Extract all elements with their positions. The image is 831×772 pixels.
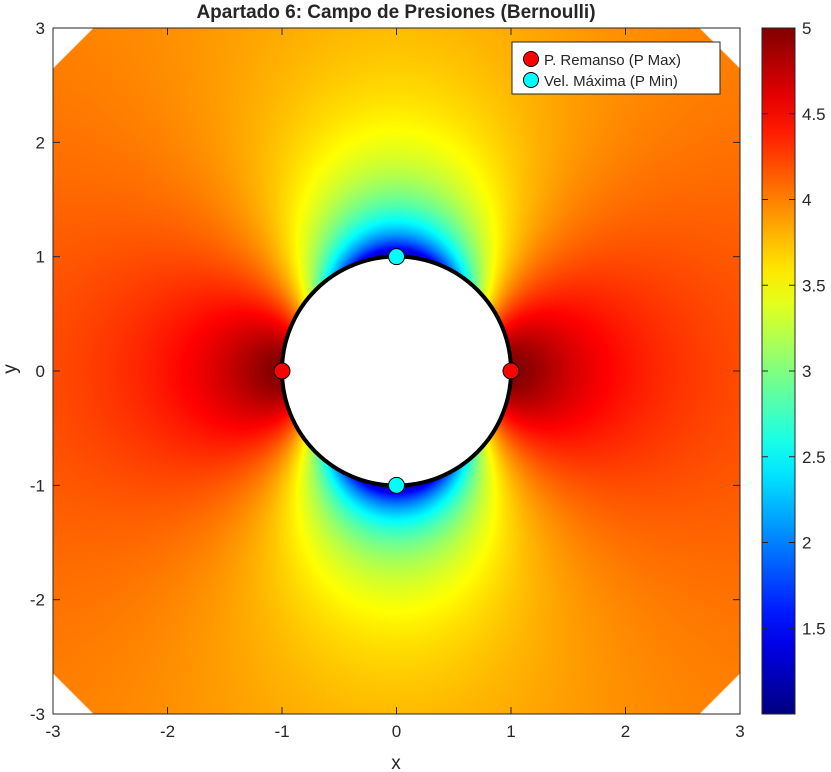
colorbar-tick-label: 3.5 bbox=[802, 276, 826, 295]
stagnation-point-marker bbox=[502, 362, 520, 380]
y-tick-label: 2 bbox=[36, 133, 45, 152]
y-tick-label: 1 bbox=[36, 248, 45, 267]
y-axis-ticks: -3 -2 -1 0 1 2 3 bbox=[30, 19, 740, 724]
colorbar-tick-label: 2 bbox=[802, 534, 811, 553]
y-tick-label: 3 bbox=[36, 19, 45, 38]
legend-label-stagnation: P. Remanso (P Max) bbox=[544, 52, 681, 69]
colorbar-tick-label: 5 bbox=[802, 19, 811, 38]
x-tick-label: 3 bbox=[735, 722, 744, 741]
legend-marker-stagnation bbox=[523, 51, 539, 67]
colorbar-tick-label: 4 bbox=[802, 191, 811, 210]
colorbar-tick-label: 1.5 bbox=[802, 619, 826, 638]
plot-area: -3 -2 -1 0 1 2 3 -3 -2 -1 0 1 2 3 bbox=[30, 19, 745, 741]
chart-title: Apartado 6: Campo de Presiones (Bernoull… bbox=[196, 2, 595, 23]
marker-layer bbox=[273, 248, 520, 494]
colorbar: 1.5 2 2.5 3 3.5 4 4.5 5 bbox=[761, 19, 826, 715]
y-axis-label: y bbox=[0, 364, 21, 374]
legend-marker-max-velocity bbox=[523, 72, 539, 88]
colorbar-tick-label: 4.5 bbox=[802, 105, 826, 124]
x-tick-label: 2 bbox=[621, 722, 630, 741]
colorbar-tick-label: 3 bbox=[802, 362, 811, 381]
x-axis-ticks: -3 -2 -1 0 1 2 3 bbox=[45, 28, 745, 741]
x-tick-label: -1 bbox=[274, 722, 289, 741]
x-tick-label: 1 bbox=[506, 722, 515, 741]
max-velocity-point-marker bbox=[388, 248, 405, 266]
x-tick-label: -2 bbox=[160, 722, 175, 741]
x-tick-label: 0 bbox=[392, 722, 401, 741]
colorbar-tick-label: 2.5 bbox=[802, 448, 826, 467]
y-tick-label: -3 bbox=[30, 705, 45, 724]
colorbar-ticks: 1.5 2 2.5 3 3.5 4 4.5 5 bbox=[762, 19, 826, 638]
cylinder-obstacle bbox=[280, 254, 513, 488]
legend-label-max-velocity: Vel. Máxima (P Min) bbox=[544, 73, 678, 90]
y-tick-label: 0 bbox=[36, 362, 45, 381]
y-tick-label: -2 bbox=[30, 591, 45, 610]
legend: P. Remanso (P Max) Vel. Máxima (P Min) bbox=[511, 41, 721, 95]
x-axis-label: x bbox=[391, 753, 401, 772]
y-tick-label: -1 bbox=[30, 476, 45, 495]
max-velocity-point-marker bbox=[388, 476, 405, 494]
x-tick-label: -3 bbox=[45, 722, 60, 741]
stagnation-point-marker bbox=[273, 362, 291, 380]
legend-box bbox=[511, 41, 721, 95]
